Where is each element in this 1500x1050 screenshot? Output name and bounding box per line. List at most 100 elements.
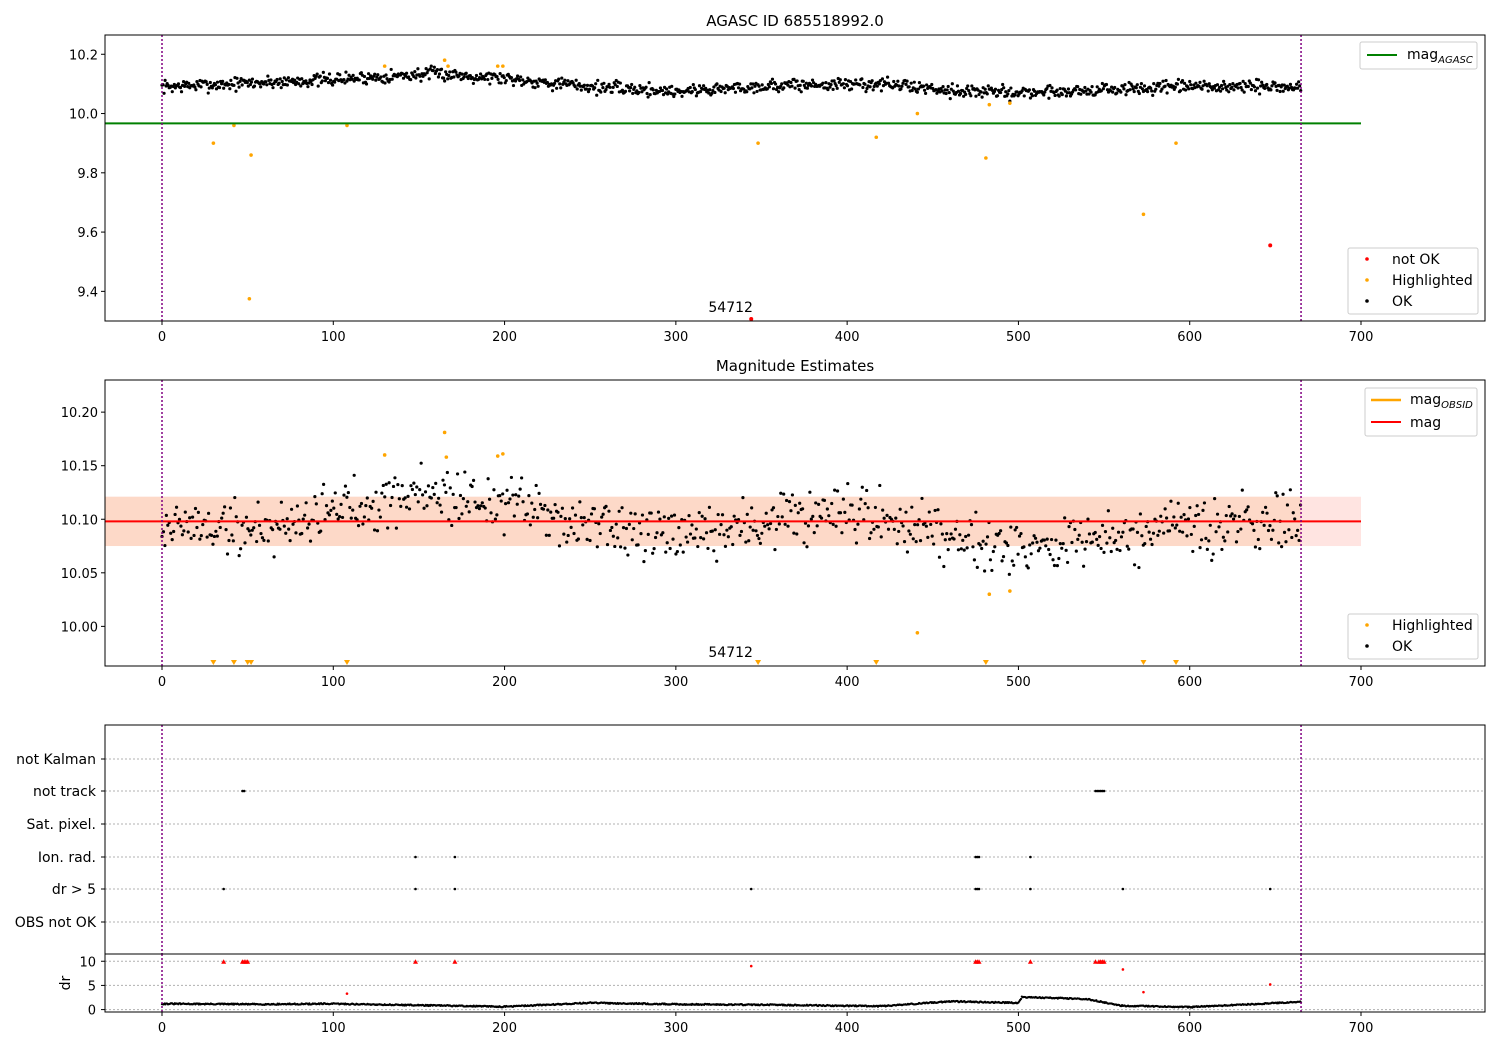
dr-red-point <box>345 992 349 995</box>
ok-point <box>630 82 634 87</box>
ok-point <box>439 510 444 514</box>
ok-point <box>991 549 995 554</box>
ok-point <box>774 527 779 532</box>
ok-point <box>549 510 553 514</box>
ok-point <box>690 90 694 94</box>
ok-point <box>512 514 516 518</box>
ok-point <box>631 91 635 96</box>
ok-point <box>1023 555 1027 559</box>
ok-point <box>638 83 642 88</box>
ok-point <box>1281 492 1285 496</box>
ok-point <box>1142 84 1147 88</box>
ok-point <box>757 84 761 88</box>
ok-point <box>438 503 442 507</box>
ok-point <box>248 82 252 87</box>
ok-point <box>971 545 975 549</box>
ok-point <box>271 528 275 532</box>
ok-point <box>213 83 218 87</box>
ok-point <box>272 555 276 559</box>
ok-point <box>633 512 637 516</box>
highlight-point <box>1174 141 1178 145</box>
ok-point <box>985 92 989 96</box>
ok-point <box>569 525 573 530</box>
ok-point <box>675 549 679 554</box>
x-tick-label: 400 <box>835 1021 860 1036</box>
ok-point <box>269 78 273 82</box>
ok-point <box>958 91 963 96</box>
ok-point <box>1090 540 1094 544</box>
ok-point <box>1245 508 1249 512</box>
ok-point <box>628 89 632 93</box>
flag-point <box>977 887 981 891</box>
ok-point <box>664 550 668 554</box>
ok-point <box>850 503 854 507</box>
ok-point <box>1147 530 1151 534</box>
ok-point <box>1013 528 1017 532</box>
ok-point <box>412 481 416 485</box>
ok-point <box>588 538 592 543</box>
x-tick-label: 0 <box>158 675 166 690</box>
x-tick-label: 100 <box>321 675 346 690</box>
ok-point <box>808 490 812 494</box>
ok-point <box>557 77 561 81</box>
y-tick-label: 9.4 <box>77 285 98 300</box>
ok-point <box>916 87 920 91</box>
ok-point <box>739 529 744 534</box>
ok-point <box>1285 84 1289 88</box>
ok-point <box>946 547 950 552</box>
ok-point <box>592 507 597 511</box>
ok-point <box>419 79 423 83</box>
ok-point <box>176 82 181 86</box>
ok-point <box>212 534 217 539</box>
ok-point <box>776 514 780 519</box>
ok-point <box>1123 83 1127 87</box>
ok-point <box>259 85 263 89</box>
ok-point <box>1058 542 1062 546</box>
ok-point <box>1212 86 1216 90</box>
y-tick-label: 9.8 <box>77 167 98 182</box>
ok-point <box>466 500 470 504</box>
ok-point <box>837 80 841 84</box>
ok-point <box>875 84 879 88</box>
ok-point <box>1013 93 1017 97</box>
ok-point <box>1128 88 1132 92</box>
ok-point <box>956 89 961 93</box>
ok-point <box>492 488 496 492</box>
ok-point <box>745 512 749 516</box>
ok-point <box>665 541 669 545</box>
ok-point <box>234 515 238 519</box>
highlight-point <box>442 430 447 435</box>
ok-point <box>1015 90 1019 94</box>
ok-point <box>1030 94 1035 98</box>
ok-point <box>303 513 307 517</box>
x-tick-label: 400 <box>835 330 860 345</box>
ok-point <box>499 499 503 503</box>
ok-point <box>374 490 378 494</box>
ok-point <box>1164 78 1168 83</box>
ok-point <box>511 83 516 88</box>
ok-point <box>660 88 665 93</box>
ok-point <box>373 72 377 76</box>
ok-point <box>904 510 908 514</box>
ok-point <box>993 545 997 549</box>
ok-point <box>361 522 365 526</box>
ok-point <box>435 501 439 505</box>
ok-point <box>576 537 580 541</box>
ok-point <box>1139 82 1144 86</box>
ok-point <box>1188 79 1192 84</box>
ok-point <box>1100 81 1104 86</box>
ok-point <box>419 461 423 465</box>
ok-point <box>789 80 793 85</box>
ok-point <box>870 79 874 83</box>
ok-point <box>1226 530 1230 534</box>
ok-point <box>173 512 177 517</box>
ok-point <box>795 79 799 83</box>
ok-point <box>1227 504 1231 509</box>
ok-point <box>704 531 709 535</box>
ok-point <box>1257 92 1262 96</box>
ok-point <box>508 497 512 501</box>
ok-point <box>693 87 697 92</box>
ok-point <box>376 73 380 77</box>
ok-point <box>319 529 323 533</box>
ok-point <box>416 500 420 504</box>
